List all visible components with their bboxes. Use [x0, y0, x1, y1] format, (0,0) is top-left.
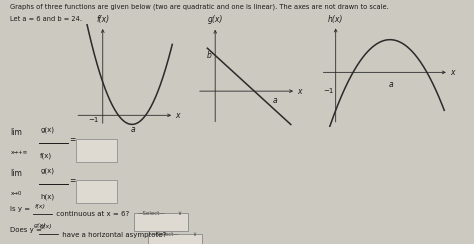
Text: —Select—: —Select— — [137, 211, 165, 216]
Text: x→+∞: x→+∞ — [10, 150, 27, 155]
Text: g(x): g(x) — [40, 224, 53, 229]
Text: f(x): f(x) — [40, 152, 53, 159]
Text: Graphs of three functions are given below (two are quadratic and one is linear).: Graphs of three functions are given belo… — [10, 4, 389, 10]
Text: ∨: ∨ — [192, 232, 196, 237]
Text: Let a = 6 and b = 24.: Let a = 6 and b = 24. — [10, 16, 82, 22]
Text: x: x — [450, 68, 455, 77]
Text: h(x): h(x) — [328, 15, 343, 24]
Text: g(x): g(x) — [208, 15, 223, 24]
Text: g(x): g(x) — [40, 126, 55, 133]
Text: g(x): g(x) — [40, 168, 55, 174]
Text: −1: −1 — [88, 117, 98, 123]
Text: —Select—: —Select— — [152, 232, 180, 237]
Text: f(x): f(x) — [34, 204, 45, 209]
Text: x→0: x→0 — [10, 192, 22, 196]
Text: lim: lim — [10, 169, 22, 178]
Text: Is y =: Is y = — [10, 206, 33, 212]
Text: continuous at x = 6?: continuous at x = 6? — [54, 211, 129, 217]
Text: b: b — [207, 51, 212, 60]
Text: =: = — [69, 135, 75, 144]
Text: f(x): f(x) — [96, 15, 109, 24]
Text: =: = — [69, 176, 75, 185]
Text: x: x — [297, 87, 302, 96]
Text: a: a — [389, 80, 394, 89]
Text: ∨: ∨ — [178, 211, 182, 216]
Text: x: x — [175, 111, 180, 120]
Text: have a horizontal asymptote?: have a horizontal asymptote? — [60, 232, 166, 238]
Text: g(x): g(x) — [34, 223, 47, 228]
Text: lim: lim — [10, 128, 22, 137]
Text: a: a — [273, 96, 277, 105]
Text: a: a — [131, 125, 135, 134]
Text: Does y =: Does y = — [10, 227, 45, 233]
Text: −1: −1 — [323, 88, 333, 94]
Text: h(x): h(x) — [40, 193, 55, 200]
